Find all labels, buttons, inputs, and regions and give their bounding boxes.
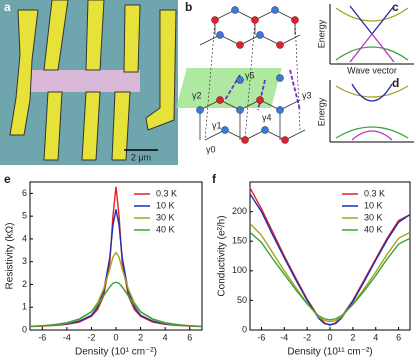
y-axis-label: Conductivity (e²/h) [217,215,228,296]
electrode [43,0,69,71]
legend-label: 10 K [364,200,383,210]
layer [176,68,282,108]
x-tick-label: -2 [87,332,95,342]
series-line [29,281,203,328]
y-tick-label: 5 [22,211,27,221]
band-d: d Energy [316,76,414,143]
series-line [29,186,203,328]
legend-label: 30 K [156,212,175,222]
graphene-strip [30,70,140,92]
panel-label: e [4,172,11,186]
series-line [29,209,203,328]
series-line [249,231,411,321]
hopping-label: γ0 [206,144,216,154]
electrode [85,0,105,71]
lattice: b γ5 γ2 γ1 γ4 γ0 γ3 [176,0,312,154]
y-axis-label: Resistivity (kΩ) [5,223,16,290]
x-tick-label: 0 [113,332,118,342]
panel-label: f [212,172,217,186]
x-tick-label: -6 [257,332,265,342]
series-line [249,222,411,323]
electrode [9,9,39,136]
x-tick-label: 4 [163,332,168,342]
y-tick-label: 4 [22,233,27,243]
y-tick-label: 3 [22,256,27,266]
band [351,130,393,141]
micrograph: 2 μm a [0,0,178,165]
series-line [29,251,203,328]
hopping-label: γ2 [192,90,202,100]
x-tick-label: 6 [187,332,192,342]
band [335,85,409,98]
y-tick-label: 100 [232,265,247,275]
x-tick-label: -4 [280,332,288,342]
x-tick-label: 4 [373,332,378,342]
x-tick-label: -4 [63,332,71,342]
legend-label: 0.3 K [364,188,385,198]
band [335,126,409,139]
panel-label: b [185,0,192,14]
y-tick-label: 6 [22,188,27,198]
band [335,46,409,61]
panel-label: a [4,0,11,14]
x-axis-label: Density (10¹ cm⁻²) [75,347,157,358]
x-tick-label: 2 [350,332,355,342]
plot-frame [29,181,203,331]
legend-label: 40 K [364,224,383,234]
hopping-label: γ3 [302,90,312,100]
axis-label: Energy [316,97,326,126]
electrode [111,91,131,161]
hopping-label: γ5 [245,70,255,80]
legend-label: 0.3 K [156,188,177,198]
y-tick-label: 1 [22,302,27,312]
axis-label: Wave vector [347,65,397,75]
scale-bar-label: 2 μm [131,152,151,162]
hopping-label: γ4 [262,112,272,122]
x-tick-label: 2 [138,332,143,342]
x-tick-label: -2 [303,332,311,342]
legend-label: 40 K [156,224,175,234]
x-axis-label: Density (10¹¹ cm⁻²) [287,347,372,358]
y-tick-label: 0 [242,324,247,334]
axis-label: Energy [316,19,326,48]
y-tick-label: 0 [22,324,27,334]
electrode [123,4,141,73]
band-c: c Energy Wave vector [316,0,414,75]
panel-label: c [392,0,399,14]
series-line [249,193,411,326]
electrode [145,9,177,131]
electrode [81,91,101,161]
panel-label: d [392,76,399,90]
hopping-label: γ1 [212,120,222,130]
band [335,7,409,22]
y-tick-label: 50 [237,295,247,305]
y-tick-label: 2 [22,279,27,289]
band [349,32,395,63]
x-tick-label: 0 [327,332,332,342]
y-tick-label: 200 [232,206,247,216]
x-tick-label: 6 [396,332,401,342]
band [349,5,395,36]
legend-label: 10 K [156,200,175,210]
electrode [43,91,63,161]
band [351,83,393,102]
legend-label: 30 K [364,212,383,222]
x-tick-label: -6 [38,332,46,342]
y-tick-label: 150 [232,236,247,246]
